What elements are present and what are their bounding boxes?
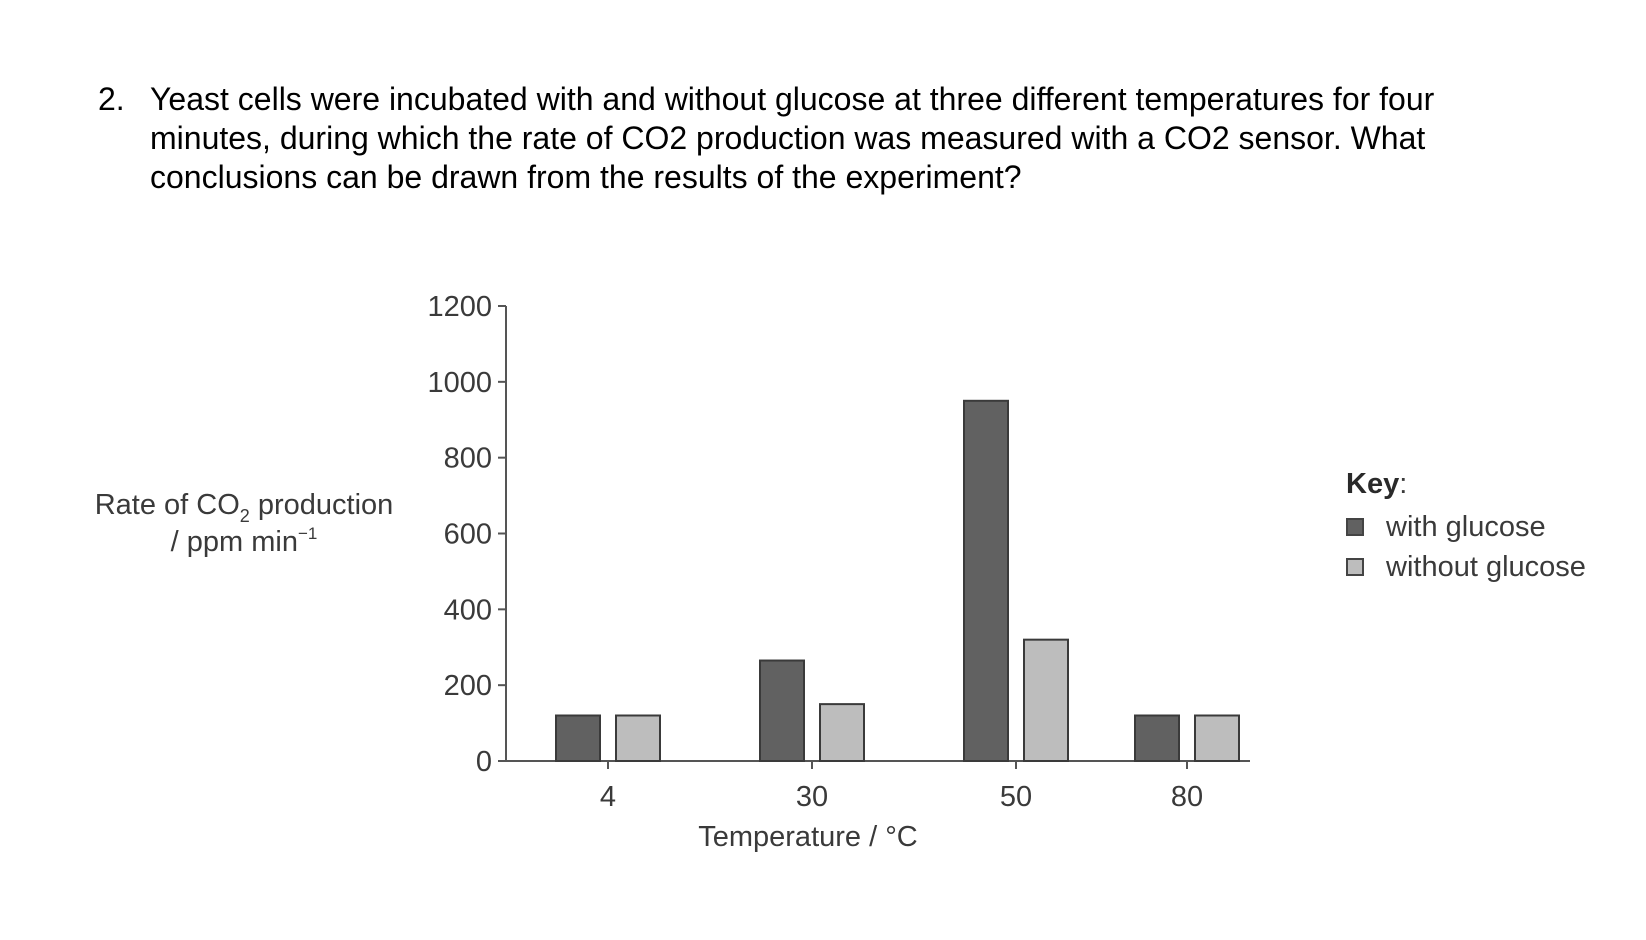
y-tick-label: 1200 xyxy=(427,291,492,323)
bar-without-glucose xyxy=(819,703,865,762)
bar-with-glucose xyxy=(759,659,805,762)
x-axis-label: Temperature / °C xyxy=(698,821,918,853)
legend-title-text: Key xyxy=(1346,468,1400,500)
legend-swatch-with-glucose xyxy=(1346,518,1364,536)
y-tick-label: 800 xyxy=(444,443,492,475)
y-tick-label: 600 xyxy=(444,519,492,551)
bar-with-glucose xyxy=(963,399,1009,762)
y-tick-label: 400 xyxy=(444,594,492,626)
legend-item-with-glucose: with glucose xyxy=(1346,507,1586,547)
legend-title: Key: xyxy=(1346,468,1586,501)
bar-without-glucose xyxy=(1023,638,1069,763)
y-axis-label-line2: / ppm min−1 xyxy=(171,524,318,558)
x-tick-label: 50 xyxy=(1000,781,1032,813)
plot-area: 0 200 400 600 800 1000 1200 4 30 50 80 xyxy=(427,291,1250,813)
y-tick-label: 200 xyxy=(444,670,492,702)
question-text: Yeast cells were incubated with and with… xyxy=(150,81,1435,195)
bar-without-glucose xyxy=(615,714,661,762)
x-tick-label: 30 xyxy=(796,781,828,813)
y-tick-label: 1000 xyxy=(427,367,492,399)
legend-item-without-glucose: without glucose xyxy=(1346,547,1586,587)
bar-with-glucose xyxy=(1134,714,1180,762)
legend-label-with-glucose: with glucose xyxy=(1386,510,1546,543)
legend-label-without-glucose: without glucose xyxy=(1386,550,1586,583)
bar-with-glucose xyxy=(555,714,601,762)
question-number: 2. xyxy=(98,81,125,117)
y-tick-label: 0 xyxy=(476,746,492,778)
x-tick-label: 80 xyxy=(1171,781,1203,813)
legend-title-colon: : xyxy=(1399,468,1408,500)
legend-swatch-without-glucose xyxy=(1346,558,1364,576)
bar-without-glucose xyxy=(1194,714,1240,762)
legend: Key: with glucose without glucose xyxy=(1346,468,1586,587)
y-axis-label-line1: Rate of CO2 production xyxy=(95,489,394,526)
x-tick-label: 4 xyxy=(600,781,616,813)
